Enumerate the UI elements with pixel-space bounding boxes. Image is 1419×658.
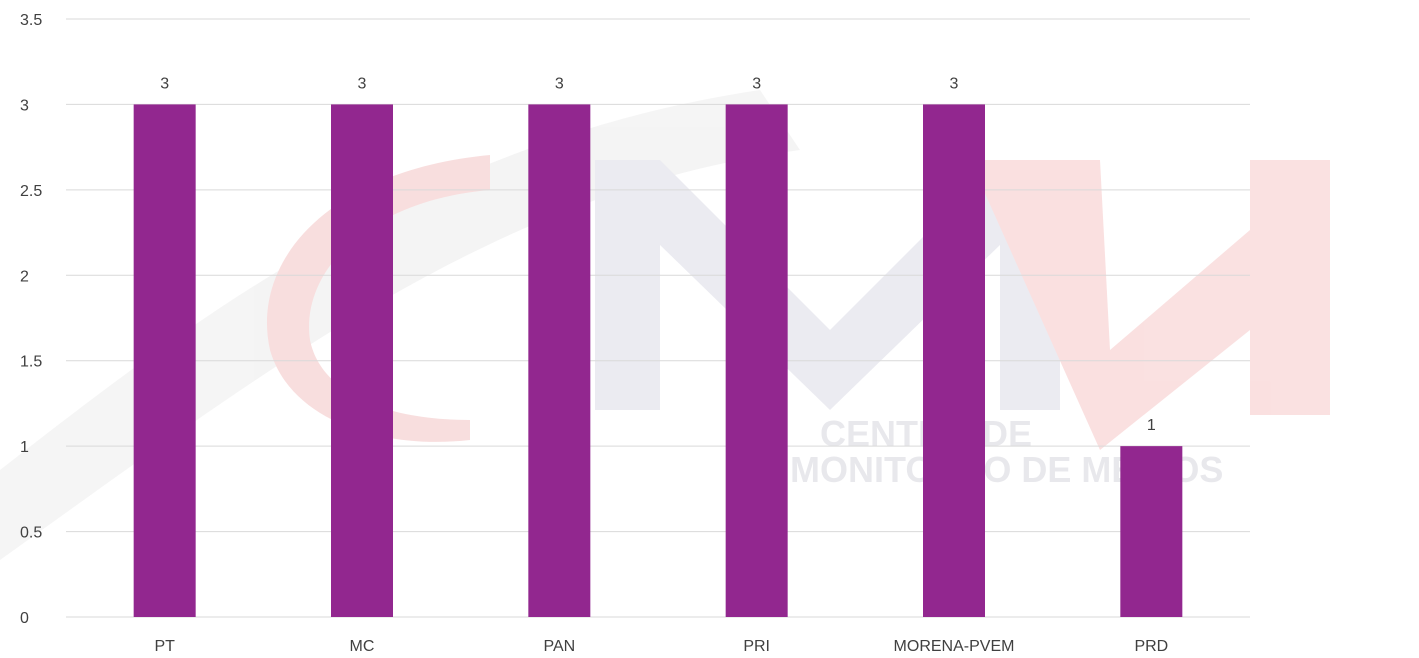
watermark-swoosh [0, 90, 800, 560]
data-label: 3 [160, 75, 169, 92]
data-label: 3 [555, 75, 564, 92]
y-tick-label: 3.5 [20, 12, 42, 29]
bar [133, 104, 196, 617]
watermark-c-shape [266, 155, 490, 442]
y-tick-label: 2.5 [20, 183, 42, 200]
y-axis-ticks: 0 0.5 1 1.5 2 2.5 3 3.5 [20, 12, 42, 627]
watermark-red-m [970, 160, 1330, 450]
watermark-m-left [595, 160, 830, 410]
x-category-label: MORENA-PVEM [894, 638, 1015, 655]
y-tick-label: 1.5 [20, 354, 42, 371]
x-category-label: PAN [543, 638, 575, 655]
y-tick-label: 2 [20, 268, 29, 285]
bar [725, 104, 788, 617]
bar [923, 104, 985, 617]
data-label: 3 [950, 75, 959, 92]
y-tick-label: 3 [20, 97, 29, 114]
gridlines [66, 18, 1250, 618]
x-axis-categories: PT MC PAN PRI MORENA-PVEM PRD [154, 638, 1168, 655]
x-category-label: MC [350, 638, 375, 655]
bar [331, 104, 393, 617]
data-label: 1 [1147, 417, 1156, 434]
y-tick-label: 1 [20, 439, 29, 456]
bar [1120, 446, 1183, 617]
data-labels: 3 3 3 3 3 1 [160, 75, 1156, 434]
data-label: 3 [358, 75, 367, 92]
bar [528, 104, 591, 617]
x-category-label: PRD [1134, 638, 1168, 655]
x-category-label: PT [154, 638, 175, 655]
y-tick-label: 0 [20, 610, 29, 627]
x-category-label: PRI [743, 638, 770, 655]
data-label: 3 [752, 75, 761, 92]
y-tick-label: 0.5 [20, 525, 42, 542]
bars [133, 104, 1183, 617]
